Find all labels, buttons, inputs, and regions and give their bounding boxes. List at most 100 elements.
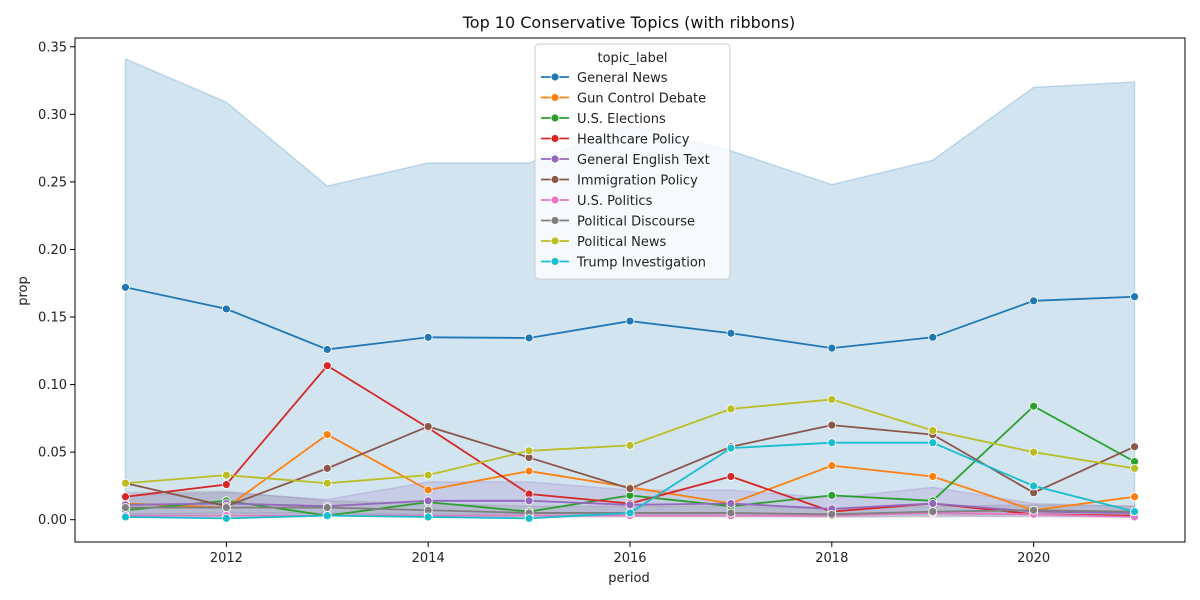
legend-item: U.S. Elections <box>541 112 666 127</box>
legend-label: General News <box>577 71 668 86</box>
legend-label: Political Discourse <box>577 215 695 230</box>
data-point <box>121 512 130 522</box>
legend-marker <box>550 113 560 123</box>
x-axis-label: period <box>608 571 649 586</box>
data-point <box>1029 296 1039 306</box>
legend-label: General English Text <box>577 153 710 168</box>
legend-marker <box>550 257 560 266</box>
legend-marker <box>550 175 560 184</box>
y-axis-label: prop <box>16 276 31 306</box>
data-point <box>1130 463 1139 473</box>
data-point <box>625 316 635 326</box>
y-tick-label: 0.15 <box>38 311 67 326</box>
legend-label: U.S. Elections <box>577 112 666 127</box>
legend-marker <box>550 195 560 205</box>
data-point <box>221 480 231 489</box>
data-point <box>1029 481 1039 491</box>
data-point <box>1130 492 1139 502</box>
legend-box <box>534 43 731 280</box>
data-point <box>221 470 231 480</box>
legend-label: Healthcare Policy <box>577 133 690 148</box>
legend-label: Political News <box>577 235 666 250</box>
legend-marker <box>550 154 560 164</box>
data-point <box>928 438 938 448</box>
data-point <box>827 509 837 519</box>
x-tick-label: 2018 <box>815 551 848 566</box>
y-tick-label: 0.10 <box>38 378 67 393</box>
data-point <box>726 328 736 338</box>
series-layer <box>121 282 1139 523</box>
data-point <box>1029 401 1039 411</box>
data-point <box>827 343 837 353</box>
data-point <box>524 333 534 343</box>
data-point <box>121 503 130 512</box>
data-point <box>625 484 635 494</box>
data-point <box>1029 505 1039 515</box>
legend-label: Immigration Policy <box>577 174 698 189</box>
data-point <box>726 499 736 508</box>
legend-marker <box>550 134 560 143</box>
data-point <box>322 511 332 521</box>
y-tick-label: 0.05 <box>38 446 67 461</box>
x-tick-label: 2016 <box>613 551 646 566</box>
data-point <box>827 395 837 404</box>
y-tick-label: 0.00 <box>38 513 67 528</box>
data-point <box>827 461 837 471</box>
x-tick-label: 2012 <box>210 551 243 566</box>
legend-item: Trump Investigation <box>541 256 706 271</box>
data-point <box>524 446 534 456</box>
data-point <box>1029 447 1039 457</box>
series-general-news <box>121 282 1139 354</box>
legend-marker <box>550 216 560 225</box>
legend-label: U.S. Politics <box>577 194 653 209</box>
y-axis: 0.00 0.05 0.10 0.15 0.20 0.25 0.30 0.35 <box>38 40 75 528</box>
legend-label: Trump Investigation <box>576 256 706 271</box>
y-tick-label: 0.35 <box>38 40 67 55</box>
data-point <box>121 282 130 292</box>
y-tick-label: 0.30 <box>38 108 67 123</box>
legend-item: Healthcare Policy <box>541 133 690 148</box>
data-point <box>423 485 433 495</box>
data-point <box>726 404 736 414</box>
data-point <box>423 496 433 506</box>
legend-marker <box>550 93 560 102</box>
data-point <box>322 463 332 473</box>
data-point <box>726 508 736 518</box>
data-point <box>423 332 433 342</box>
data-point <box>625 500 635 510</box>
legend-item: Immigration Policy <box>541 174 698 189</box>
series-trump-investigation <box>121 438 1139 523</box>
data-point <box>524 513 534 523</box>
data-point <box>423 470 433 480</box>
data-point <box>221 503 231 512</box>
data-point <box>726 472 736 481</box>
data-point <box>827 420 837 430</box>
data-point <box>1130 442 1139 452</box>
legend-title: topic_label <box>597 51 667 66</box>
legend-marker <box>550 236 560 246</box>
data-point <box>928 507 938 516</box>
data-point <box>423 422 433 431</box>
data-point <box>827 490 837 500</box>
data-point <box>726 443 736 453</box>
data-point <box>423 512 433 522</box>
x-tick-label: 2014 <box>412 551 445 566</box>
data-point <box>221 513 231 523</box>
series-political-news <box>121 395 1139 488</box>
legend-item: General News <box>541 71 668 86</box>
legend-label: Gun Control Debate <box>577 92 706 107</box>
legend-item: Political News <box>541 235 666 250</box>
data-point <box>121 492 130 502</box>
x-axis: 2012 2014 2016 2018 2020 <box>210 542 1050 566</box>
data-point <box>121 478 130 488</box>
y-tick-label: 0.25 <box>38 175 67 190</box>
data-point <box>322 345 332 354</box>
data-point <box>524 466 534 476</box>
data-point <box>221 304 231 314</box>
data-point <box>625 508 635 518</box>
data-point <box>322 430 332 439</box>
legend-marker <box>550 72 560 82</box>
data-point <box>928 332 938 342</box>
data-point <box>322 478 332 488</box>
